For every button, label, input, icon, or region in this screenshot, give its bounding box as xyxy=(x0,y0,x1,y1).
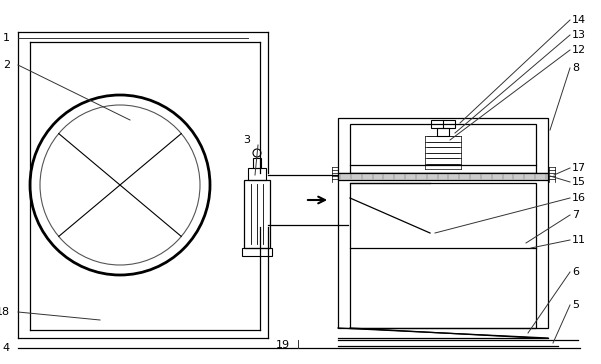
Bar xyxy=(350,124,536,173)
Bar xyxy=(253,158,261,168)
Bar xyxy=(338,175,548,328)
Text: 2: 2 xyxy=(3,60,10,70)
Text: 1: 1 xyxy=(3,33,10,43)
Text: 5: 5 xyxy=(572,300,579,310)
Text: 17: 17 xyxy=(572,163,586,173)
Bar xyxy=(244,180,270,248)
Text: 8: 8 xyxy=(572,63,579,73)
Bar xyxy=(437,128,449,136)
Text: 15: 15 xyxy=(572,177,586,187)
Bar xyxy=(350,183,536,328)
Text: 6: 6 xyxy=(572,267,579,277)
Bar xyxy=(338,173,548,180)
Text: 14: 14 xyxy=(572,15,586,25)
Text: 7: 7 xyxy=(572,210,579,220)
Text: 11: 11 xyxy=(572,235,586,245)
Text: 12: 12 xyxy=(572,45,586,55)
Text: 3: 3 xyxy=(243,135,250,145)
Text: 16: 16 xyxy=(572,193,586,203)
Bar xyxy=(242,248,272,256)
Bar xyxy=(248,168,266,180)
Text: 19: 19 xyxy=(276,340,290,350)
Text: 13: 13 xyxy=(572,30,586,40)
Text: 18: 18 xyxy=(0,307,10,317)
Bar xyxy=(338,118,548,173)
Bar xyxy=(431,120,455,128)
Text: 4: 4 xyxy=(3,343,10,353)
